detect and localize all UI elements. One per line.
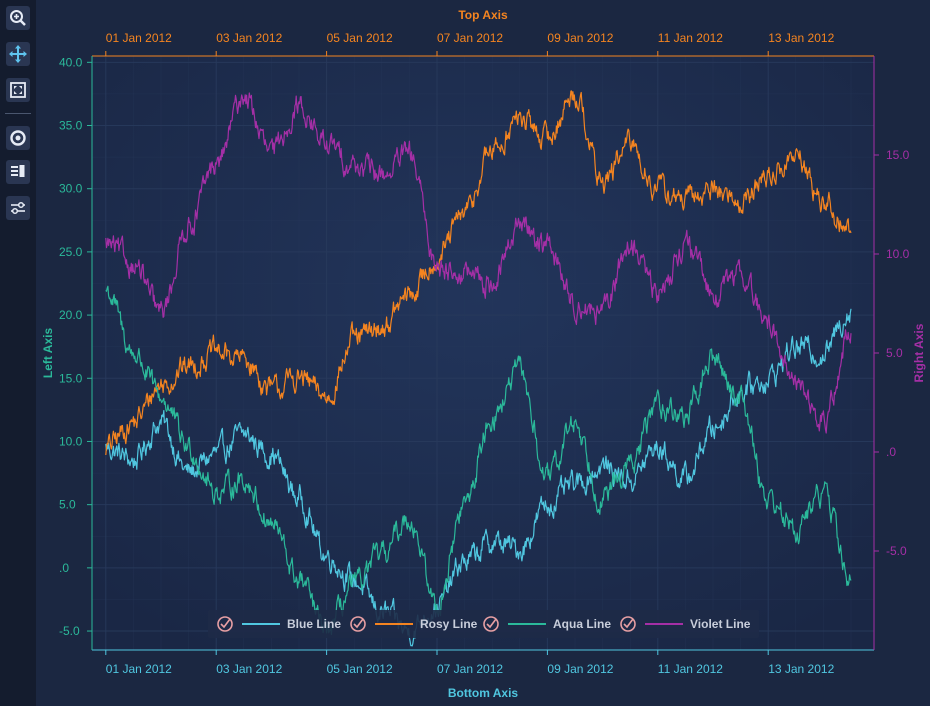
zoom-in-button[interactable] [6,6,30,30]
left-axis-tick-label: 25.0 [59,245,83,259]
legend-item-blue-line[interactable]: Blue Line [217,616,341,632]
top-axis-tick-label: 11 Jan 2012 [658,31,723,45]
left-axis-tick-label: 15.0 [59,371,83,385]
settings-sliders-button[interactable] [6,196,30,220]
right-axis-tick-label: 10.0 [886,247,910,261]
legend: Blue Line Rosy Line Aqua Line Violet Line [208,610,759,638]
legend-item-aqua-line[interactable]: Aqua Line [483,616,611,632]
bottom-axis-tick-label: 09 Jan 2012 [547,662,613,676]
right-axis-tick-label: .0 [886,445,896,459]
bottom-axis-tick-label: 05 Jan 2012 [327,662,393,676]
settings-sliders-icon [11,201,25,215]
axes: 01 Jan 2012 03 Jan 2012 05 Jan 2012 07 Jan … [41,8,926,700]
top-axis-tick-label: 05 Jan 2012 [327,31,393,45]
bottom-axis-title: Bottom Axis [448,686,519,700]
toolbar [0,0,36,706]
zoom-in-icon [10,10,26,26]
right-axis-tick-label: 5.0 [886,346,903,360]
top-axis-tick-label: 09 Jan 2012 [547,31,613,45]
check-circle-icon [620,616,636,632]
bottom-axis-tick-label: 13 Jan 2012 [768,662,834,676]
series-line-blue-line[interactable] [105,308,852,647]
series-line-aqua-line[interactable] [105,285,852,635]
pan-icon [9,45,27,63]
legend-checkbox-blue-line[interactable] [217,616,233,632]
legend-label: Blue Line [287,617,341,631]
checkmark-icon [353,618,364,629]
check-circle-icon [350,616,366,632]
top-axis-title: Top Axis [458,8,508,22]
bottom-axis-tick-label: 07 Jan 2012 [437,662,503,676]
zoom-extents-button[interactable] [6,78,30,102]
right-axis-tick-label: -5.0 [886,544,907,558]
rotate-icon [10,130,26,146]
series-line-rosy-line[interactable] [105,90,852,456]
top-axis-tick-label: 13 Jan 2012 [768,31,834,45]
right-axis-tick-label: 15.0 [886,148,910,162]
checkmark-icon [220,618,231,629]
bottom-axis-tick-label: 11 Jan 2012 [658,662,723,676]
left-axis-tick-label: 20.0 [59,308,83,322]
left-axis-tick-label: 10.0 [59,434,83,448]
left-axis-tick-label: 30.0 [59,182,83,196]
checkmark-icon [486,618,497,629]
left-axis-tick-label: .0 [59,561,69,575]
toolbar-separator [5,113,31,114]
top-axis-tick-label: 07 Jan 2012 [437,31,503,45]
left-axis-title: Left Axis [41,328,55,379]
left-axis-tick-label: 5.0 [59,498,76,512]
checkmark-icon [623,618,634,629]
top-axis-tick-label: 03 Jan 2012 [216,31,282,45]
top-axis-tick-label: 01 Jan 2012 [106,31,172,45]
series-layer [105,90,852,647]
plot-area[interactable] [92,56,874,650]
bottom-axis-tick-label: 03 Jan 2012 [216,662,282,676]
bottom-axis-tick-label: 01 Jan 2012 [106,662,172,676]
legend-item-rosy-line[interactable]: Rosy Line [350,616,478,632]
legend-icon [11,165,25,177]
chart: 01 Jan 2012 03 Jan 2012 05 Jan 2012 07 Jan … [41,8,926,700]
legend-label: Rosy Line [420,617,478,631]
check-circle-icon [483,616,499,632]
series-line-violet-line[interactable] [105,92,852,434]
rotate-button[interactable] [6,126,30,150]
legend-label: Violet Line [690,617,751,631]
legend-label: Aqua Line [553,617,611,631]
right-axis-title: Right Axis [912,323,926,382]
left-axis-tick-label: 35.0 [59,119,83,133]
check-circle-icon [217,616,233,632]
left-axis-tick-label: -5.0 [59,624,80,638]
legend-checkbox-violet-line[interactable] [620,616,636,632]
legend-checkbox-rosy-line[interactable] [350,616,366,632]
legend-item-violet-line[interactable]: Violet Line [620,616,751,632]
pan-button[interactable] [6,42,30,66]
legend-checkbox-aqua-line[interactable] [483,616,499,632]
legend-button[interactable] [6,160,30,184]
zoom-extents-icon [10,82,26,98]
left-axis-tick-label: 40.0 [59,55,83,69]
